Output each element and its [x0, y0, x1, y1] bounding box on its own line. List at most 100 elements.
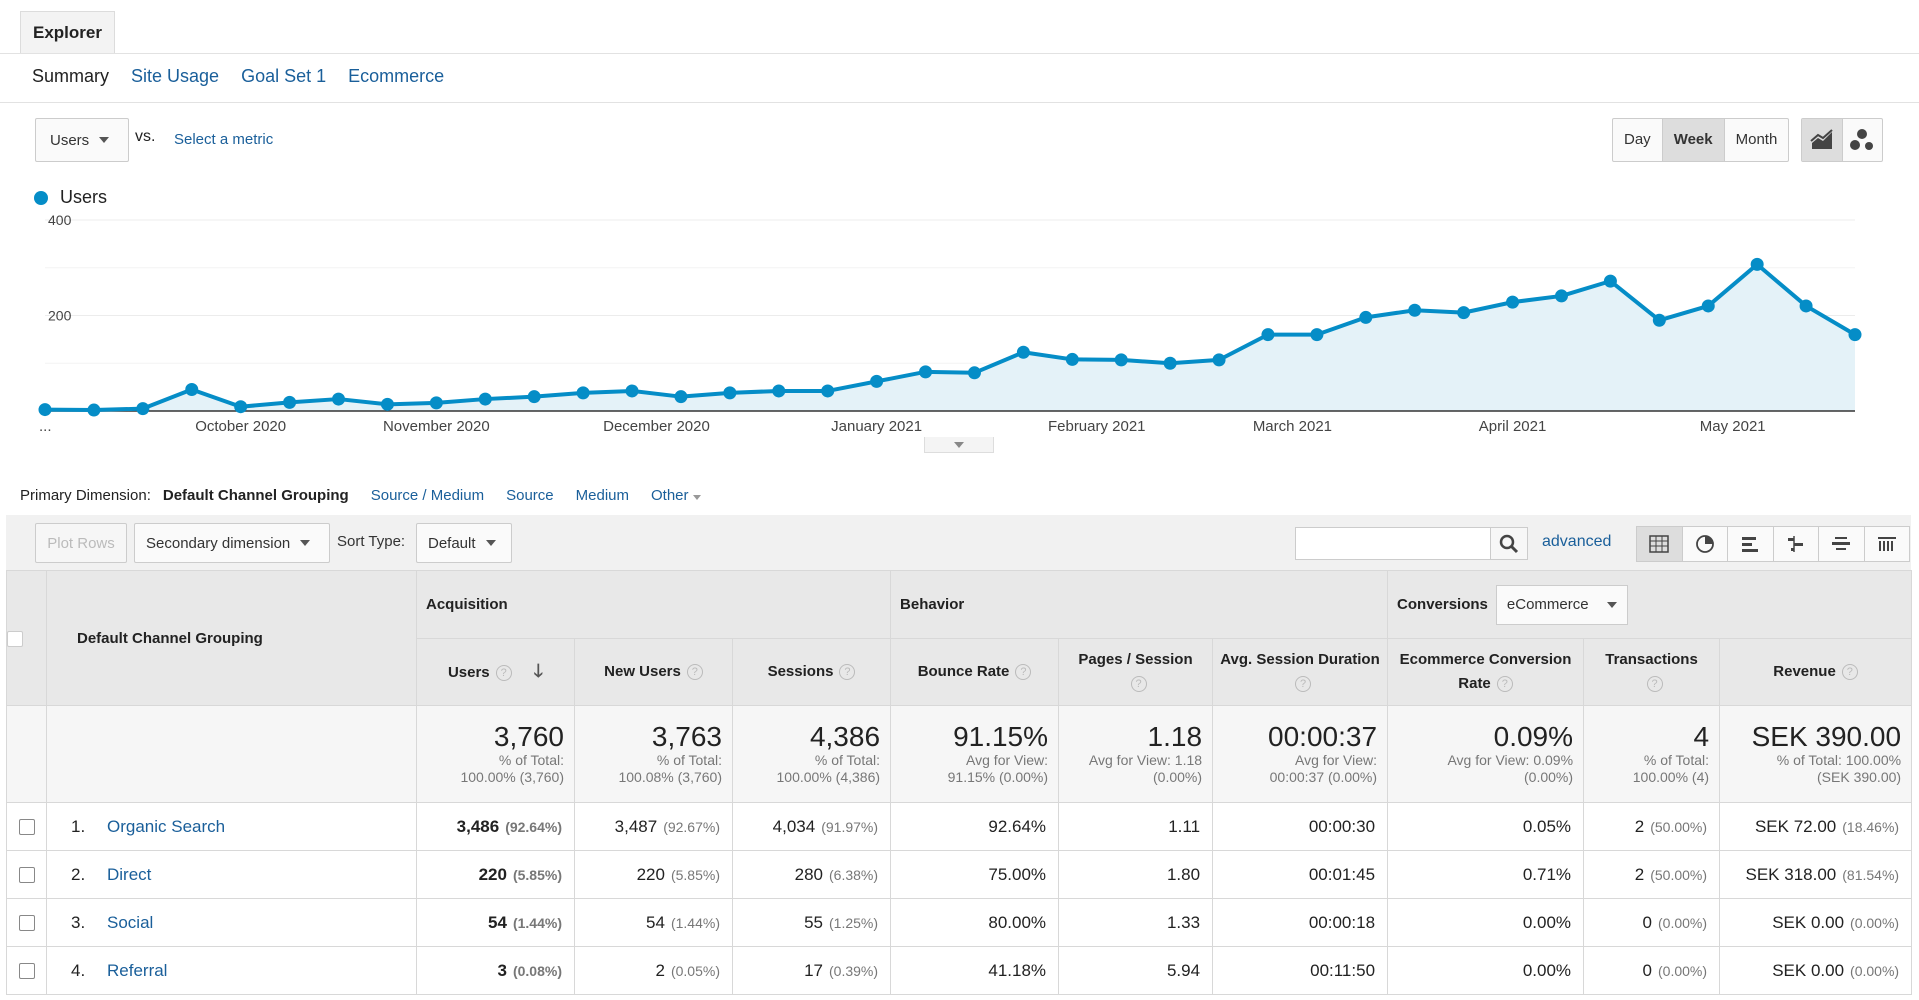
plot-rows-button[interactable]: Plot Rows — [35, 523, 127, 563]
help-icon[interactable]: ? — [1841, 664, 1858, 681]
column-ecommerce-conversion-rate[interactable]: Ecommerce Conversion Rate? — [1387, 638, 1585, 706]
line-chart-button[interactable] — [1802, 119, 1843, 161]
data-table-view-button[interactable] — [1637, 527, 1683, 561]
dimension-other[interactable]: Other — [651, 487, 701, 504]
dimension-medium[interactable]: Medium — [575, 487, 629, 504]
data-point — [283, 395, 297, 409]
chevron-down-icon — [99, 137, 110, 143]
subtab-summary[interactable]: Summary — [32, 66, 110, 86]
column-revenue[interactable]: Revenue? — [1719, 638, 1913, 706]
data-point — [967, 366, 981, 380]
revenue-cell: SEK 72.00 (18.46%) — [1719, 802, 1913, 851]
channel-cell: 2. Direct — [46, 850, 417, 899]
total-value: 91.15% — [953, 721, 1049, 752]
select-metric-link[interactable]: Select a metric — [174, 131, 274, 148]
dimension-column-header[interactable]: Default Channel Grouping — [46, 570, 417, 706]
conversion-rate-cell: 0.00% — [1387, 946, 1585, 995]
total-sub: 100.08% (3,760) — [618, 769, 722, 785]
select-all-checkbox[interactable] — [7, 630, 23, 647]
data-point — [1799, 299, 1813, 313]
period-month-button[interactable]: Month — [1735, 131, 1778, 148]
comparison-view-button[interactable] — [1774, 527, 1819, 561]
performance-view-button[interactable] — [1728, 527, 1774, 561]
total-cell: 3,760% of Total: 100.00% (3,760) — [416, 705, 575, 803]
data-point — [1457, 306, 1471, 320]
row-checkbox[interactable] — [18, 915, 35, 932]
motion-chart-button[interactable] — [1843, 119, 1883, 161]
pie-view-button[interactable] — [1683, 527, 1728, 561]
column-new-users[interactable]: New Users? — [574, 638, 733, 706]
conversions-group-header: Conversions eCommerce — [1387, 570, 1913, 639]
users-cell: 3 (0.08%) — [416, 946, 575, 995]
help-icon[interactable]: ? — [1130, 676, 1147, 693]
channel-link[interactable]: Organic Search — [107, 816, 226, 836]
channel-link[interactable]: Direct — [107, 864, 152, 884]
column-sessions[interactable]: Sessions? — [731, 638, 892, 706]
collapse-chart-handle[interactable] — [924, 437, 994, 453]
acquisition-group-header: Acquisition — [415, 570, 892, 639]
column-bounce-rate[interactable]: Bounce Rate? — [890, 638, 1060, 706]
conversions-goal-select[interactable]: eCommerce — [1495, 584, 1628, 625]
dimension-default-channel-grouping[interactable]: Default Channel Grouping — [162, 487, 349, 504]
total-sub: % of Total: — [1643, 752, 1710, 768]
channel-link[interactable]: Referral — [107, 960, 168, 980]
help-icon[interactable]: ? — [1295, 676, 1312, 693]
total-sub: 91.15% (0.00%) — [947, 769, 1049, 785]
row-checkbox[interactable] — [18, 819, 35, 836]
row-checkbox[interactable] — [18, 963, 35, 980]
period-day-button[interactable]: Day — [1613, 119, 1663, 161]
total-sub: (0.00%) — [1153, 769, 1203, 785]
column-ecommerce-conversion-rate-label: Ecommerce Conversion Rate — [1399, 651, 1572, 692]
chevron-down-icon — [300, 540, 311, 546]
users-percent: (1.44%) — [512, 914, 562, 931]
explorer-tab[interactable]: Explorer — [20, 11, 115, 53]
pages-session-cell: 1.80 — [1058, 850, 1214, 899]
help-icon[interactable]: ? — [1646, 676, 1663, 693]
column-bounce-rate-label: Bounce Rate — [917, 663, 1010, 680]
transactions-cell: 0 (0.00%) — [1583, 898, 1721, 947]
column-users[interactable]: Users? 🡓 — [416, 638, 575, 706]
channel-cell: 3. Social — [46, 898, 417, 947]
search-icon — [1499, 534, 1519, 553]
subtab-ecommerce[interactable]: Ecommerce — [348, 66, 445, 86]
column-sessions-label: Sessions — [767, 663, 834, 680]
row-checkbox-cell — [6, 898, 47, 947]
dimension-source-medium[interactable]: Source / Medium — [370, 487, 485, 504]
row-number: 3. — [71, 912, 86, 932]
channel-link[interactable]: Social — [107, 912, 154, 932]
revenue-percent: (0.00%) — [1850, 914, 1900, 931]
column-transactions[interactable]: Transactions? — [1583, 638, 1721, 706]
subtab-site-usage[interactable]: Site Usage — [131, 66, 220, 86]
term-cloud-view-button[interactable] — [1819, 527, 1865, 561]
help-icon[interactable]: ? — [495, 665, 512, 682]
revenue-percent: (81.54%) — [1842, 866, 1900, 883]
x-tick-label: March 2021 — [1253, 418, 1332, 435]
line-chart-icon — [1810, 129, 1833, 149]
metric-select[interactable]: Users — [35, 118, 129, 162]
subtab-goal-set-1[interactable]: Goal Set 1 — [241, 66, 327, 86]
sort-type-select[interactable]: Default — [416, 523, 512, 563]
dimension-source[interactable]: Source — [506, 487, 554, 504]
help-icon[interactable]: ? — [1496, 676, 1513, 693]
total-cell: 91.15% Avg for View: 91.15% (0.00%) — [890, 705, 1060, 803]
users-cell: 3,486 (92.64%) — [416, 802, 575, 851]
transactions-percent: (0.00%) — [1658, 914, 1708, 931]
help-icon[interactable]: ? — [1015, 664, 1032, 681]
help-icon[interactable]: ? — [839, 664, 856, 681]
table-search-input[interactable] — [1295, 527, 1491, 560]
row-checkbox[interactable] — [18, 867, 35, 884]
help-icon[interactable]: ? — [686, 664, 703, 681]
data-point — [1261, 328, 1275, 342]
total-sub: % of Total: 100.00% — [1776, 752, 1902, 768]
pivot-view-button[interactable] — [1865, 527, 1910, 561]
column-pages-session[interactable]: Pages / Session? — [1058, 638, 1214, 706]
data-point — [1359, 310, 1373, 324]
total-value: 0.09% — [1493, 721, 1574, 752]
search-button[interactable] — [1490, 527, 1528, 560]
secondary-dimension-select[interactable]: Secondary dimension — [134, 523, 330, 563]
period-week-button[interactable]: Week — [1662, 119, 1725, 161]
column-avg-session-duration[interactable]: Avg. Session Duration? — [1212, 638, 1389, 706]
period-toggle: Day Week Month — [1612, 118, 1790, 162]
advanced-filter-link[interactable]: advanced — [1542, 533, 1612, 550]
dimension-other-label: Other — [651, 487, 689, 504]
